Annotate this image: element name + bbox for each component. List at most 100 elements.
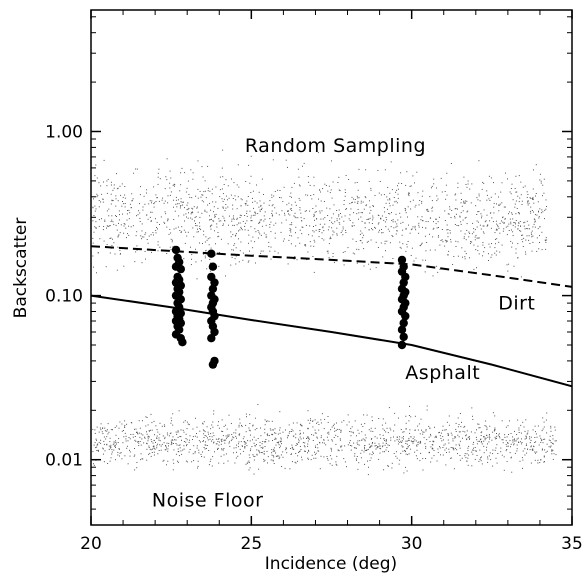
noise-floor-point	[244, 441, 246, 443]
noise-floor-point	[512, 436, 514, 438]
random-sampling-point	[166, 253, 168, 254]
noise-floor-point	[459, 459, 461, 461]
noise-floor-point	[486, 446, 488, 448]
noise-floor-point	[409, 432, 411, 434]
noise-floor-point	[314, 445, 316, 447]
random-sampling-point	[169, 228, 171, 230]
noise-floor-point	[241, 424, 242, 426]
random-sampling-point	[319, 210, 321, 212]
random-sampling-point	[313, 216, 315, 218]
noise-floor-point	[448, 415, 450, 417]
random-sampling-point	[365, 197, 367, 199]
random-sampling-point	[222, 207, 224, 209]
noise-floor-point	[233, 432, 235, 434]
noise-floor-point	[442, 425, 444, 427]
random-sampling-point	[482, 231, 484, 233]
noise-floor-point	[212, 456, 214, 458]
noise-floor-point	[461, 457, 463, 459]
noise-floor-point	[108, 445, 110, 447]
noise-floor-point	[286, 452, 288, 454]
noise-floor-point	[370, 427, 372, 429]
noise-floor-point	[550, 442, 552, 443]
noise-floor-point	[484, 437, 486, 439]
random-sampling-point	[303, 218, 305, 220]
noise-floor-point	[326, 456, 328, 457]
noise-floor-point	[400, 429, 402, 430]
noise-floor-point	[275, 455, 277, 457]
random-sampling-point	[473, 244, 475, 246]
noise-floor-point	[358, 462, 360, 464]
random-sampling-point	[364, 196, 366, 198]
noise-floor-point	[371, 416, 373, 418]
random-sampling-point	[92, 242, 94, 244]
random-sampling-point	[378, 222, 380, 224]
noise-floor-point	[496, 437, 497, 439]
noise-floor-point	[369, 446, 371, 448]
random-sampling-point	[258, 191, 260, 193]
random-sampling-point	[356, 248, 358, 250]
random-sampling-point	[234, 195, 236, 197]
random-sampling-point	[148, 203, 150, 205]
random-sampling-point	[290, 192, 292, 194]
random-sampling-point	[396, 225, 398, 227]
random-sampling-point	[313, 176, 315, 178]
noise-floor-point	[285, 429, 286, 431]
noise-floor-point	[207, 437, 208, 439]
noise-floor-point	[530, 445, 532, 447]
random-sampling-point	[291, 204, 293, 206]
random-sampling-point	[254, 241, 256, 243]
random-sampling-point	[206, 239, 208, 241]
noise-floor-point	[395, 455, 397, 457]
noise-floor-point	[260, 427, 261, 429]
random-sampling-point	[153, 186, 155, 188]
noise-floor-point	[471, 407, 473, 409]
random-sampling-point	[460, 212, 462, 214]
noise-floor-point	[477, 440, 479, 442]
noise-floor-point	[294, 461, 296, 463]
noise-floor-point	[347, 444, 349, 446]
noise-floor-point	[130, 434, 132, 435]
noise-floor-point	[417, 442, 419, 444]
noise-floor-point	[445, 429, 447, 431]
noise-floor-point	[499, 437, 501, 439]
noise-floor-point	[124, 424, 126, 426]
random-sampling-point	[493, 212, 495, 214]
noise-floor-point	[209, 460, 211, 462]
noise-floor-point	[354, 453, 356, 455]
random-sampling-point	[146, 192, 147, 194]
random-sampling-point	[377, 223, 379, 225]
random-sampling-point	[103, 226, 105, 227]
noise-floor-point	[301, 425, 303, 427]
random-sampling-point	[201, 166, 203, 168]
noise-floor-point	[150, 455, 152, 457]
random-sampling-point	[449, 208, 451, 210]
random-sampling-point	[98, 182, 100, 184]
noise-floor-point	[168, 445, 169, 447]
random-sampling-point	[499, 204, 501, 206]
noise-floor-point	[292, 422, 294, 424]
noise-floor-point	[303, 432, 304, 434]
noise-floor-point	[235, 435, 237, 437]
random-sampling-point	[384, 221, 386, 223]
noise-floor-point	[534, 459, 536, 461]
random-sampling-point	[322, 226, 324, 228]
random-sampling-point	[418, 232, 420, 234]
random-sampling-point	[532, 198, 533, 200]
noise-floor-point	[236, 444, 237, 446]
random-sampling-point	[512, 235, 514, 237]
noise-floor-point	[343, 420, 345, 422]
noise-floor-point	[509, 420, 510, 422]
noise-floor-point	[173, 443, 174, 444]
random-sampling-point	[162, 197, 164, 199]
noise-floor-point	[475, 450, 477, 452]
noise-floor-point	[408, 437, 410, 439]
noise-floor-point	[223, 454, 225, 456]
random-sampling-point	[361, 242, 363, 244]
random-sampling-point	[418, 222, 420, 224]
random-sampling-point	[146, 239, 148, 240]
noise-floor-point	[282, 431, 284, 433]
noise-floor-point	[240, 453, 241, 455]
random-sampling-point	[498, 241, 500, 243]
random-sampling-point	[236, 217, 238, 219]
noise-floor-point	[339, 439, 341, 441]
